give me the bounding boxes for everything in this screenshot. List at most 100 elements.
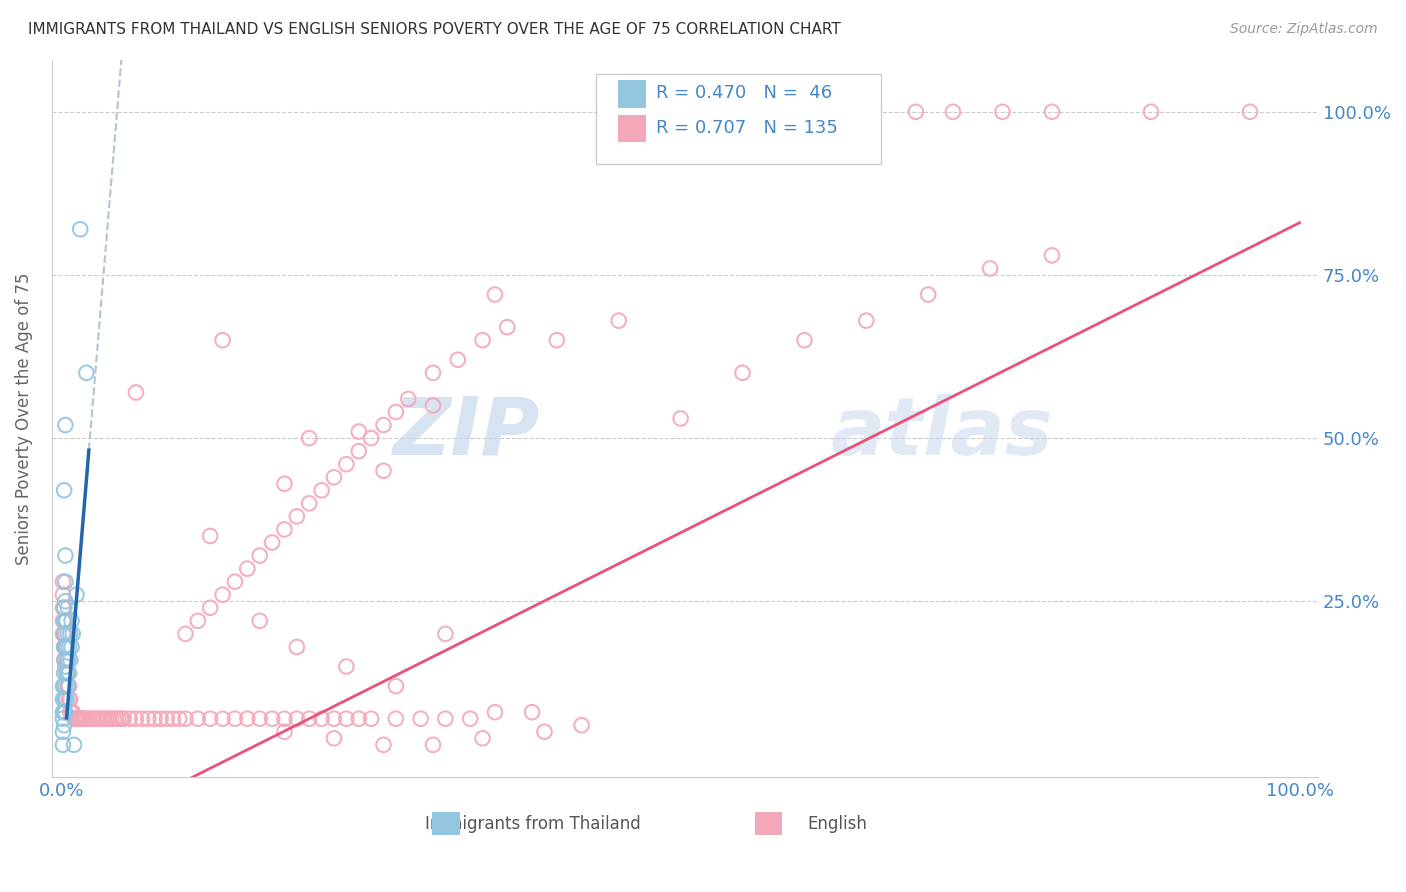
Point	[58, 640, 80, 654]
Point	[298, 431, 321, 445]
Text: ZIP: ZIP	[392, 394, 540, 472]
Point	[53, 679, 76, 693]
Point	[53, 627, 76, 641]
Point	[53, 666, 76, 681]
Point	[125, 712, 148, 726]
Point	[385, 405, 408, 419]
Point	[285, 712, 308, 726]
Point	[484, 287, 506, 301]
Point	[162, 712, 184, 726]
Point	[75, 712, 97, 726]
Point	[52, 705, 75, 719]
Point	[285, 640, 308, 654]
Point	[262, 535, 284, 549]
Point	[75, 366, 97, 380]
Point	[706, 104, 728, 119]
Point	[56, 666, 79, 681]
Point	[59, 692, 82, 706]
Point	[360, 712, 382, 726]
Point	[409, 712, 432, 726]
Point	[311, 712, 333, 726]
Point	[335, 457, 357, 471]
Point	[66, 712, 89, 726]
Point	[67, 712, 90, 726]
Point	[571, 718, 593, 732]
Text: Immigrants from Thailand: Immigrants from Thailand	[425, 815, 641, 833]
Point	[53, 614, 76, 628]
Point	[818, 104, 841, 119]
Point	[607, 313, 630, 327]
Point	[385, 679, 408, 693]
Point	[347, 712, 370, 726]
Point	[1140, 104, 1163, 119]
Point	[77, 712, 100, 726]
Point	[249, 549, 271, 563]
Point	[595, 104, 617, 119]
Point	[373, 464, 395, 478]
Point	[335, 659, 357, 673]
Point	[52, 679, 75, 693]
Point	[56, 600, 79, 615]
Point	[55, 666, 77, 681]
Point	[731, 366, 754, 380]
Point	[53, 705, 76, 719]
Point	[55, 614, 77, 628]
Point	[131, 712, 153, 726]
Point	[53, 640, 76, 654]
Point	[323, 731, 346, 746]
Point	[53, 600, 76, 615]
Point	[669, 411, 692, 425]
Text: English: English	[807, 815, 868, 833]
Point	[904, 104, 927, 119]
Point	[769, 104, 792, 119]
Point	[855, 313, 877, 327]
Point	[59, 705, 82, 719]
Text: IMMIGRANTS FROM THAILAND VS ENGLISH SENIORS POVERTY OVER THE AGE OF 75 CORRELATI: IMMIGRANTS FROM THAILAND VS ENGLISH SENI…	[28, 22, 841, 37]
Point	[56, 679, 79, 693]
Point	[211, 588, 233, 602]
Point	[942, 104, 965, 119]
Point	[200, 529, 222, 543]
Point	[112, 712, 135, 726]
Point	[53, 574, 76, 589]
Point	[211, 333, 233, 347]
Point	[224, 712, 246, 726]
Point	[298, 496, 321, 510]
Point	[52, 614, 75, 628]
Point	[53, 718, 76, 732]
Point	[65, 588, 87, 602]
Point	[373, 418, 395, 433]
Point	[72, 712, 94, 726]
Point	[110, 712, 132, 726]
Point	[53, 653, 76, 667]
Text: R = 0.707   N = 135: R = 0.707 N = 135	[655, 119, 838, 136]
Point	[52, 600, 75, 615]
Point	[236, 561, 259, 575]
Point	[187, 614, 209, 628]
Point	[174, 627, 197, 641]
Point	[236, 712, 259, 726]
Point	[53, 640, 76, 654]
Point	[53, 659, 76, 673]
Point	[484, 705, 506, 719]
Point	[323, 470, 346, 484]
Point	[53, 627, 76, 641]
Point	[52, 724, 75, 739]
Point	[496, 320, 519, 334]
Point	[167, 712, 190, 726]
Point	[55, 640, 77, 654]
Point	[347, 425, 370, 439]
FancyBboxPatch shape	[596, 74, 882, 164]
Point	[56, 653, 79, 667]
Bar	[755, 812, 783, 835]
Point	[273, 724, 295, 739]
Point	[200, 600, 222, 615]
Point	[83, 712, 105, 726]
Point	[105, 712, 128, 726]
Point	[285, 509, 308, 524]
Point	[53, 692, 76, 706]
Point	[471, 731, 494, 746]
Point	[311, 483, 333, 498]
Point	[373, 738, 395, 752]
Point	[56, 679, 79, 693]
